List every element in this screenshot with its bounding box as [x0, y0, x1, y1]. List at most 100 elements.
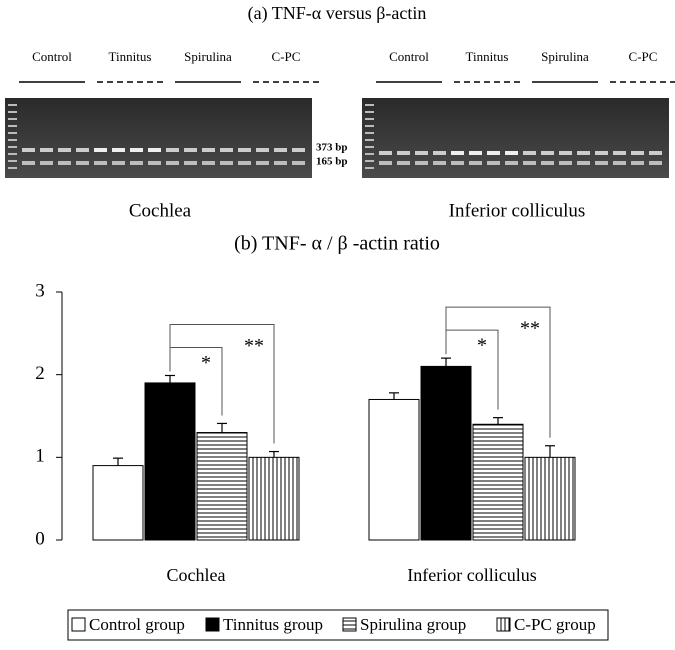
gel-band-lower: [631, 161, 644, 165]
legend-swatch: [342, 617, 357, 632]
gel-band-lower: [40, 161, 53, 165]
gel-image: [5, 98, 312, 178]
ladder-band: [365, 167, 374, 169]
gel-band-upper: [487, 151, 500, 155]
gel-band-lower: [148, 161, 161, 165]
gel-band-lower: [487, 161, 500, 165]
gel-image: [362, 98, 669, 178]
legend-box: [67, 609, 609, 641]
legend-swatch: [496, 617, 511, 632]
lane-label: Spirulina: [184, 49, 232, 64]
ladder-band: [8, 118, 17, 120]
y-tick-label: 2: [35, 363, 45, 384]
ladder-band: [365, 132, 374, 134]
gel-band-upper: [541, 151, 554, 155]
ladder-band: [8, 167, 17, 169]
ladder-band: [8, 139, 17, 141]
gel-band-lower: [451, 161, 464, 165]
y-tick-label: 3: [35, 280, 45, 301]
gel-band-lower: [94, 161, 107, 165]
lane-label: C-PC: [272, 49, 301, 64]
lane-label: Control: [389, 49, 429, 64]
ladder-band: [365, 111, 374, 113]
ladder-band: [8, 146, 17, 148]
gel-band-upper: [451, 151, 464, 155]
gel-band-upper: [397, 151, 410, 155]
gel-band-lower: [184, 161, 197, 165]
gel-band-lower: [112, 161, 125, 165]
gel-band-upper: [505, 151, 518, 155]
band-size-label: 373 bp: [316, 142, 348, 154]
gel-band-lower: [379, 161, 392, 165]
gel-band-upper: [613, 151, 626, 155]
bar: [368, 398, 420, 541]
lane-label: Control: [32, 49, 72, 64]
gel-band-lower: [397, 161, 410, 165]
gel-band-upper: [112, 148, 125, 152]
gel-band-upper: [58, 148, 71, 152]
ladder-band: [8, 125, 17, 127]
ladder-band: [365, 125, 374, 127]
gel-band-lower: [274, 161, 287, 165]
gel-band-lower: [238, 161, 251, 165]
gel-band-upper: [649, 151, 662, 155]
ladder-band: [365, 118, 374, 120]
gel-band-lower: [220, 161, 233, 165]
chart-title: (b) TNF- α / β -actin ratio: [234, 233, 440, 255]
gel-band-upper: [166, 148, 179, 152]
legend-label: C-PC group: [514, 615, 596, 634]
gel-band-lower: [256, 161, 269, 165]
y-tick-label: 1: [35, 446, 45, 467]
gel-band-upper: [274, 148, 287, 152]
legend-label: Spirulina group: [360, 615, 466, 634]
gel-band-lower: [22, 161, 35, 165]
gel-band-lower: [76, 161, 89, 165]
gel-band-lower: [649, 161, 662, 165]
gel-band-upper: [415, 151, 428, 155]
gel-band-lower: [415, 161, 428, 165]
bar: [144, 382, 196, 541]
gel-band-lower: [613, 161, 626, 165]
legend-swatch: [205, 617, 220, 632]
gel-band-upper: [76, 148, 89, 152]
gel-band-upper: [292, 148, 305, 152]
x-tick-label: Inferior colliculus: [407, 565, 536, 585]
gel-band-upper: [379, 151, 392, 155]
significance-label: **: [520, 318, 540, 340]
gel-band-lower: [541, 161, 554, 165]
ladder-band: [365, 139, 374, 141]
gel-band-upper: [631, 151, 644, 155]
bar: [92, 465, 144, 541]
gel-band-lower: [58, 161, 71, 165]
bar: [472, 423, 524, 541]
legend-label: Control group: [89, 615, 185, 634]
gel-band-upper: [184, 148, 197, 152]
bar: [248, 456, 300, 541]
bar: [420, 365, 472, 541]
band-size-label: 165 bp: [316, 156, 348, 168]
gel-band-lower: [292, 161, 305, 165]
legend-label: Tinnitus group: [223, 615, 323, 634]
ladder-band: [365, 160, 374, 162]
ladder-band: [8, 111, 17, 113]
gel-band-lower: [433, 161, 446, 165]
gel-band-upper: [559, 151, 572, 155]
ladder-band: [365, 104, 374, 106]
gel-band-lower: [559, 161, 572, 165]
ladder-band: [8, 153, 17, 155]
gel-band-lower: [577, 161, 590, 165]
gel-band-lower: [130, 161, 143, 165]
gel-band-lower: [166, 161, 179, 165]
gel-band-lower: [505, 161, 518, 165]
ladder-band: [8, 104, 17, 106]
lane-label: Spirulina: [541, 49, 589, 64]
gel-band-upper: [40, 148, 53, 152]
gel-band-upper: [577, 151, 590, 155]
significance-label: **: [244, 335, 264, 357]
gel-band-upper: [433, 151, 446, 155]
significance-label: *: [477, 335, 487, 357]
gel-band-upper: [469, 151, 482, 155]
significance-label: *: [201, 352, 211, 374]
bar: [524, 456, 576, 541]
